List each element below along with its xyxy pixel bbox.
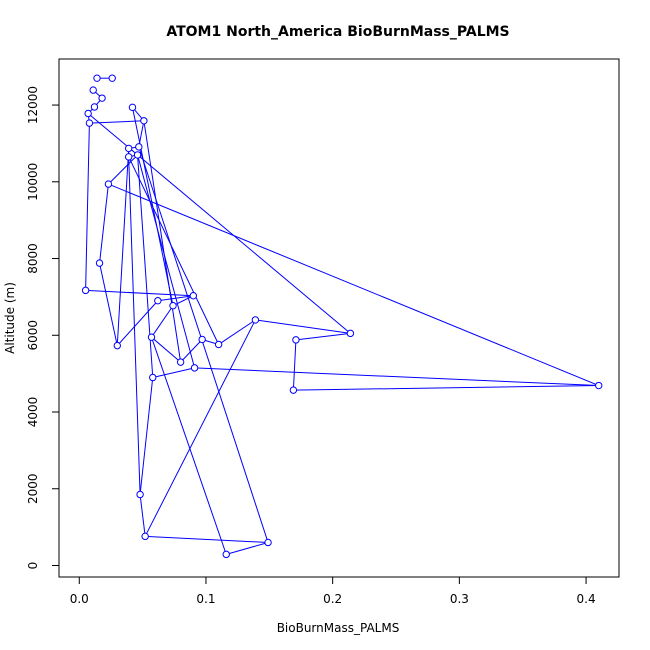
x-tick-label: 0.3 — [450, 592, 469, 606]
series-line-segment — [180, 339, 203, 363]
data-point — [124, 144, 133, 153]
data-point — [135, 143, 143, 151]
data-point — [264, 538, 272, 547]
data-point — [190, 364, 199, 372]
series-line-segment — [85, 123, 90, 291]
series-line-segment — [152, 367, 195, 378]
series-line-segment — [145, 535, 269, 543]
series-line-segment — [226, 541, 269, 555]
series-line-segment — [137, 154, 196, 369]
data-point — [189, 292, 197, 300]
y-tick-label: 2000 — [26, 473, 40, 504]
data-point — [198, 335, 206, 344]
data-point — [136, 490, 144, 499]
series-line-segment — [218, 319, 256, 345]
series-line-segment — [194, 367, 599, 387]
data-point — [95, 259, 104, 267]
data-point — [98, 94, 106, 102]
data-point — [141, 532, 149, 541]
data-point — [595, 381, 603, 390]
y-tick-label: 0 — [26, 562, 40, 570]
series-line-segment — [151, 337, 227, 555]
data-point — [222, 550, 230, 559]
series-line-segment — [128, 156, 141, 495]
x-axis: 0.0 0.1 0.2 0.3 0.4 — [70, 576, 596, 606]
data-point — [140, 117, 148, 125]
series-line-segment — [172, 295, 194, 307]
x-tick-label: 0.2 — [323, 592, 342, 606]
x-tick-label: 0.1 — [196, 592, 215, 606]
data-point — [108, 74, 116, 82]
data-point — [346, 329, 355, 338]
data-point — [93, 74, 101, 82]
data-point — [214, 340, 223, 349]
series-line-segment — [255, 319, 351, 334]
data-point — [124, 153, 133, 161]
data-point — [149, 373, 157, 382]
series-line-segment — [108, 154, 138, 185]
series-points — [81, 74, 603, 559]
data-point — [292, 336, 300, 344]
data-point — [84, 109, 92, 118]
data-point — [113, 341, 121, 350]
series-line-segment — [139, 377, 154, 495]
chart-title: ATOM1 North_America BioBurnMass_PALMS — [166, 24, 509, 40]
data-point — [81, 286, 90, 295]
data-point — [128, 103, 137, 112]
plot-frame — [58, 58, 620, 578]
series-line-segment — [128, 156, 220, 345]
data-point — [169, 302, 177, 310]
series-line-segment — [116, 148, 130, 346]
series-line-segment — [116, 300, 159, 346]
series-line-segment — [144, 319, 256, 537]
series-line-segment — [151, 336, 181, 363]
y-axis-label: Altitude (m) — [3, 282, 17, 354]
data-point — [154, 297, 162, 305]
series-line-segment — [293, 385, 599, 391]
series-line-segment — [151, 305, 174, 338]
data-point — [176, 358, 185, 366]
x-tick-label: 0.0 — [70, 592, 89, 606]
data-point — [85, 119, 94, 127]
y-tick-label: 12000 — [26, 86, 40, 124]
series-line-segment — [99, 184, 109, 264]
data-point — [289, 386, 298, 394]
x-axis-label: BioBurnMass_PALMS — [277, 621, 400, 635]
series-line-segment — [292, 339, 297, 391]
series-line-segment — [108, 183, 599, 386]
data-point — [147, 333, 156, 341]
data-point — [133, 151, 142, 159]
series-line-segment — [295, 332, 351, 341]
data-point — [90, 103, 99, 111]
series-line-segment — [137, 154, 154, 378]
y-tick-label: 8000 — [26, 243, 40, 274]
data-point — [104, 180, 113, 188]
y-tick-label: 10000 — [26, 163, 40, 201]
data-point — [251, 316, 260, 324]
series-line-segment — [99, 263, 118, 346]
series-line-segment — [85, 289, 194, 297]
series-line-segment — [143, 120, 182, 363]
y-tick-label: 6000 — [26, 320, 40, 351]
series-lines — [85, 77, 599, 555]
series-line-segment — [138, 146, 269, 543]
y-axis: 0 2000 4000 6000 8000 10000 12000 — [26, 86, 60, 570]
x-tick-label: 0.4 — [577, 592, 596, 606]
series-line-segment — [139, 494, 146, 537]
y-tick-label: 4000 — [26, 397, 40, 428]
data-point — [89, 86, 97, 94]
